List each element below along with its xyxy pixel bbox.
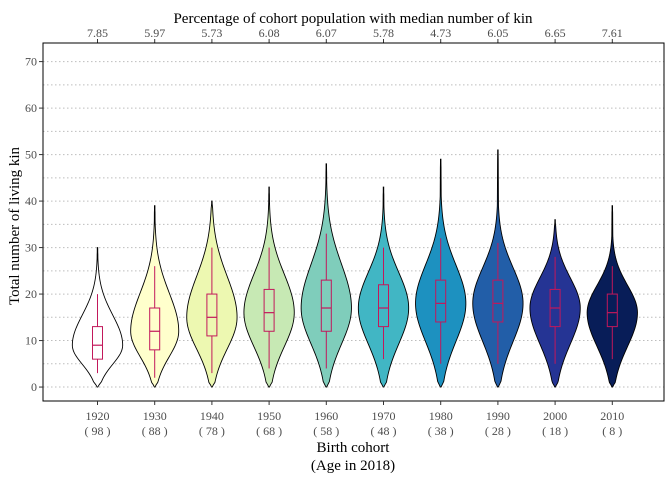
x-age-label: ( 8 ) xyxy=(602,424,622,438)
chart-title: Percentage of cohort population with med… xyxy=(173,11,533,27)
top-percentage-label: 6.08 xyxy=(259,26,280,40)
y-tick-label: 70 xyxy=(25,55,37,69)
box-1970 xyxy=(378,284,389,328)
box-1930 xyxy=(149,307,161,351)
top-percentage-label: 7.85 xyxy=(87,26,108,40)
violin-2010 xyxy=(586,205,638,388)
x-age-label: ( 18 ) xyxy=(542,424,568,438)
plot-panel-border xyxy=(42,42,665,402)
x-age-label: ( 28 ) xyxy=(485,424,511,438)
x-age-label: ( 68 ) xyxy=(256,424,282,438)
x-tick-label: 1930 xyxy=(143,409,167,423)
x-axis-title-line1: Birth cohort xyxy=(317,440,391,456)
top-percentage-label: 5.73 xyxy=(201,26,222,40)
violin-1970 xyxy=(357,186,410,388)
top-percentage-label: 7.61 xyxy=(602,26,623,40)
y-tick-label: 10 xyxy=(25,334,37,348)
x-age-label: ( 78 ) xyxy=(199,424,225,438)
x-tick-label: 1960 xyxy=(314,409,338,423)
box-1960 xyxy=(320,279,332,332)
box-1990 xyxy=(492,279,504,323)
top-label-group: 7.85 5.97 5.73 6.08 6.07 5.78 4.73 6.05 6.65 7.61 xyxy=(87,26,623,43)
x-tick-label: 1970 xyxy=(372,409,396,423)
violin-2000 xyxy=(529,219,581,388)
x-tick-label: 1920 xyxy=(86,409,110,423)
box-1920 xyxy=(92,326,103,360)
top-percentage-label: 5.97 xyxy=(144,26,165,40)
x-tick-label: 2010 xyxy=(600,409,624,423)
violin-group xyxy=(71,149,638,388)
y-tick-label: 30 xyxy=(25,241,37,255)
y-tick-label: 60 xyxy=(25,101,37,115)
x-age-label: ( 38 ) xyxy=(428,424,454,438)
box-1940 xyxy=(206,293,218,337)
y-tick-label: 40 xyxy=(25,194,37,208)
x-age-label: ( 58 ) xyxy=(313,424,339,438)
box-1950 xyxy=(263,288,275,332)
x-tick-label: 1990 xyxy=(486,409,510,423)
x-age-label: ( 98 ) xyxy=(85,424,111,438)
top-percentage-label: 6.07 xyxy=(316,26,337,40)
top-percentage-label: 5.78 xyxy=(373,26,394,40)
top-percentage-label: 6.65 xyxy=(545,26,566,40)
x-tick-label: 1950 xyxy=(257,409,281,423)
y-axis-ticks: 0 10 20 30 40 50 60 70 xyxy=(25,55,43,394)
x-axis-title-line2: (Age in 2018) xyxy=(311,458,395,474)
x-tick-label: 1940 xyxy=(200,409,224,423)
top-percentage-label: 4.73 xyxy=(430,26,451,40)
top-percentage-label: 6.05 xyxy=(487,26,508,40)
x-tick-label: 1980 xyxy=(429,409,453,423)
y-tick-label: 50 xyxy=(25,148,37,162)
y-tick-label: 0 xyxy=(31,380,37,394)
y-axis-title: Total number of living kin xyxy=(7,146,23,305)
x-tick-label: 2000 xyxy=(543,409,567,423)
box-2010 xyxy=(606,293,618,328)
x-age-label: ( 48 ) xyxy=(371,424,397,438)
y-tick-label: 20 xyxy=(25,287,37,301)
box-1980 xyxy=(435,279,447,323)
x-age-label: ( 88 ) xyxy=(142,424,168,438)
x-axis-ticks: 1920( 98 ) 1930( 88 ) 1940( 78 ) 1950( 68 )… xyxy=(85,401,624,438)
